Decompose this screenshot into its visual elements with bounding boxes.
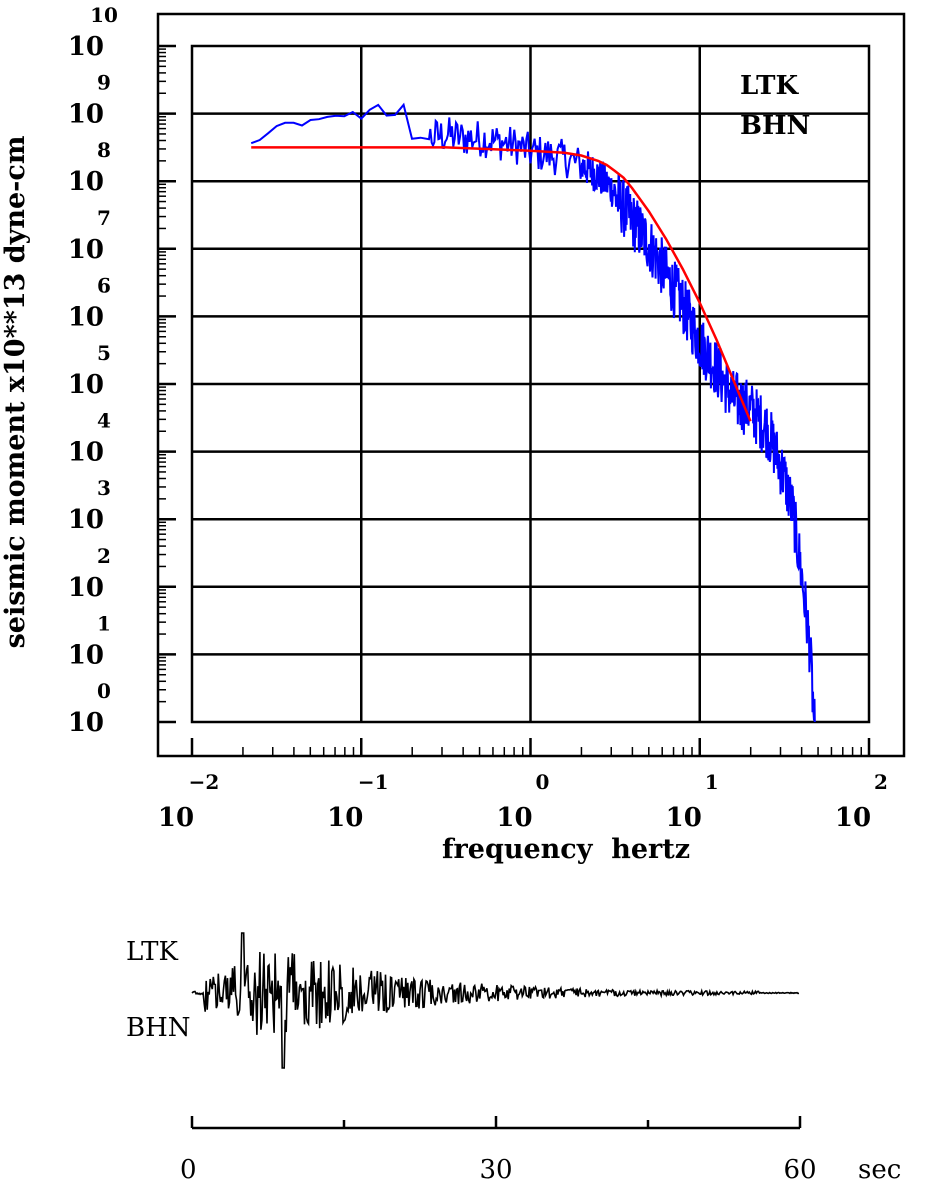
x-tick-label: 10 [666, 803, 702, 833]
x-tick-exponent: 0 [536, 770, 550, 794]
x-tick-label: 10 [327, 803, 363, 833]
grid-lines [192, 46, 869, 722]
x-tick-label: 10 [158, 803, 194, 833]
y-tick-exponent: 9 [97, 71, 111, 95]
x-tick-exponent: −2 [189, 770, 220, 794]
y-tick-exponent: 2 [97, 544, 111, 568]
x-tick-label: 10 [496, 803, 532, 833]
y-tick-exponent: 4 [97, 409, 111, 433]
seismogram-channel-label: BHN [126, 1013, 191, 1043]
spectrum-series [250, 102, 816, 723]
y-tick-label: 10 [68, 100, 104, 130]
y-tick-label: 10 [68, 370, 104, 400]
seismogram-waveform [191, 932, 800, 1069]
y-tick-label: 10 [68, 708, 104, 738]
time-tick-label: 30 [479, 1155, 512, 1184]
y-axis-title: seismic moment x10**13 dyne-cm [0, 136, 31, 649]
y-tick-label: 10 [68, 32, 104, 62]
time-tick-label: 60 [783, 1155, 816, 1184]
y-tick-label: 10 [68, 438, 104, 468]
channel-label: BHN [740, 111, 810, 141]
y-tick-exponent: 6 [97, 273, 111, 297]
y-tick-label: 10 [68, 167, 104, 197]
y-tick-label: 10 [68, 235, 104, 265]
observed-spectrum-line [250, 102, 816, 723]
x-tick-exponent: 2 [874, 770, 888, 794]
y-tick-label: 10 [68, 573, 104, 603]
y-tick-exponent: 5 [97, 341, 111, 365]
y-tick-exponent: 7 [97, 206, 111, 230]
seismogram-station-label: LTK [126, 937, 178, 967]
station-label: LTK [740, 71, 800, 101]
y-tick-exponent: 8 [97, 138, 111, 162]
y-tick-exponent: 0 [97, 679, 111, 703]
x-tick-label: 10 [835, 803, 871, 833]
time-axis: 0 30 60 [180, 1116, 817, 1184]
x-axis-title: frequency hertz [442, 834, 690, 865]
model-fit-line [251, 146, 752, 422]
time-unit-label: sec [858, 1155, 901, 1184]
y-tick-exponent: 3 [97, 476, 111, 500]
y-axis-ticks: 10 0 10 1 10 2 10 3 10 4 10 5 10 6 10 7 10 8 10 9 10 10 [68, 3, 176, 738]
y-tick-exponent: 1 [97, 611, 111, 635]
y-tick-exponent: 10 [90, 3, 118, 27]
x-tick-exponent: 1 [705, 770, 719, 794]
x-tick-exponent: −1 [358, 770, 389, 794]
y-tick-label: 10 [68, 640, 104, 670]
time-tick-label: 0 [180, 1155, 197, 1184]
y-tick-label: 10 [68, 302, 104, 332]
y-tick-label: 10 [68, 505, 104, 535]
